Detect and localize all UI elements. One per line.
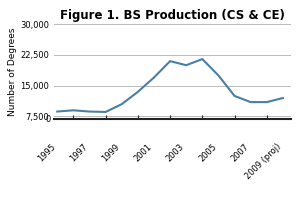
- Title: Figure 1. BS Production (CS & CE): Figure 1. BS Production (CS & CE): [60, 9, 285, 22]
- Y-axis label: Number of Degrees: Number of Degrees: [8, 27, 17, 116]
